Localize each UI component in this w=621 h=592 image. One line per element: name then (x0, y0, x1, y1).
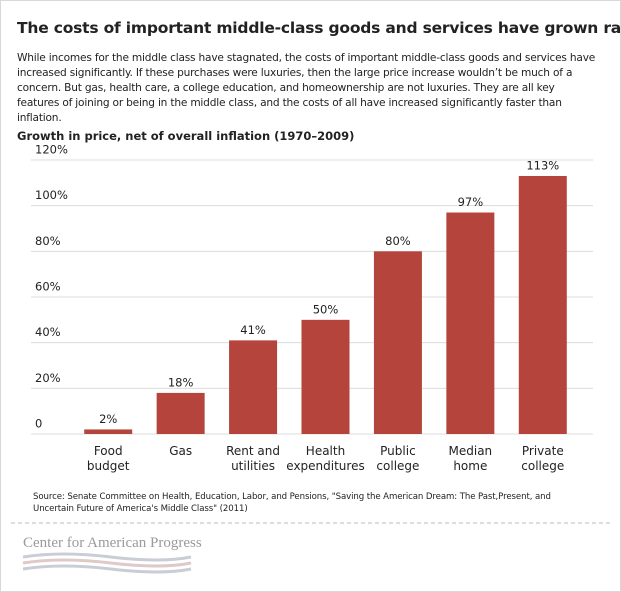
value-label: 2% (99, 412, 117, 426)
brand-logo: Center for American Progress (23, 535, 202, 551)
value-label: 113% (526, 158, 559, 172)
chart-subtitle: While incomes for the middle class have … (17, 52, 596, 124)
y-tick-label: 20% (35, 371, 61, 385)
bar (373, 251, 422, 434)
bar (156, 392, 205, 434)
y-axis-label: Growth in price, net of overall inflatio… (17, 129, 355, 143)
y-tick-label: 120% (35, 143, 68, 157)
x-tick-label: Health expenditures (286, 444, 365, 473)
bar (446, 212, 495, 434)
chart-title: The costs of important middle-class good… (17, 19, 621, 37)
x-tick-label: Food budget (86, 444, 130, 473)
x-tick-label: Gas (169, 444, 193, 458)
y-tick-label: 60% (35, 280, 61, 294)
bar (229, 340, 278, 434)
x-tick-label: Public college (376, 444, 420, 473)
y-tick-label: 80% (35, 234, 61, 248)
bar (518, 175, 567, 434)
y-tick-label: 0 (35, 417, 42, 431)
bar (301, 319, 350, 434)
x-tick-label: Rent and utilities (226, 444, 280, 473)
y-tick-label: 100% (35, 188, 68, 202)
value-label: 97% (458, 195, 484, 209)
value-label: 18% (168, 375, 194, 389)
source-note: Source: Senate Committee on Health, Educ… (33, 492, 551, 514)
x-tick-label: Private college (521, 444, 565, 473)
x-tick-label: Median home (448, 444, 493, 473)
bar (84, 429, 133, 434)
value-label: 50% (313, 302, 339, 316)
value-label: 80% (385, 234, 411, 248)
value-label: 41% (240, 323, 266, 337)
logo-stripes (22, 552, 192, 574)
y-tick-label: 40% (35, 325, 61, 339)
